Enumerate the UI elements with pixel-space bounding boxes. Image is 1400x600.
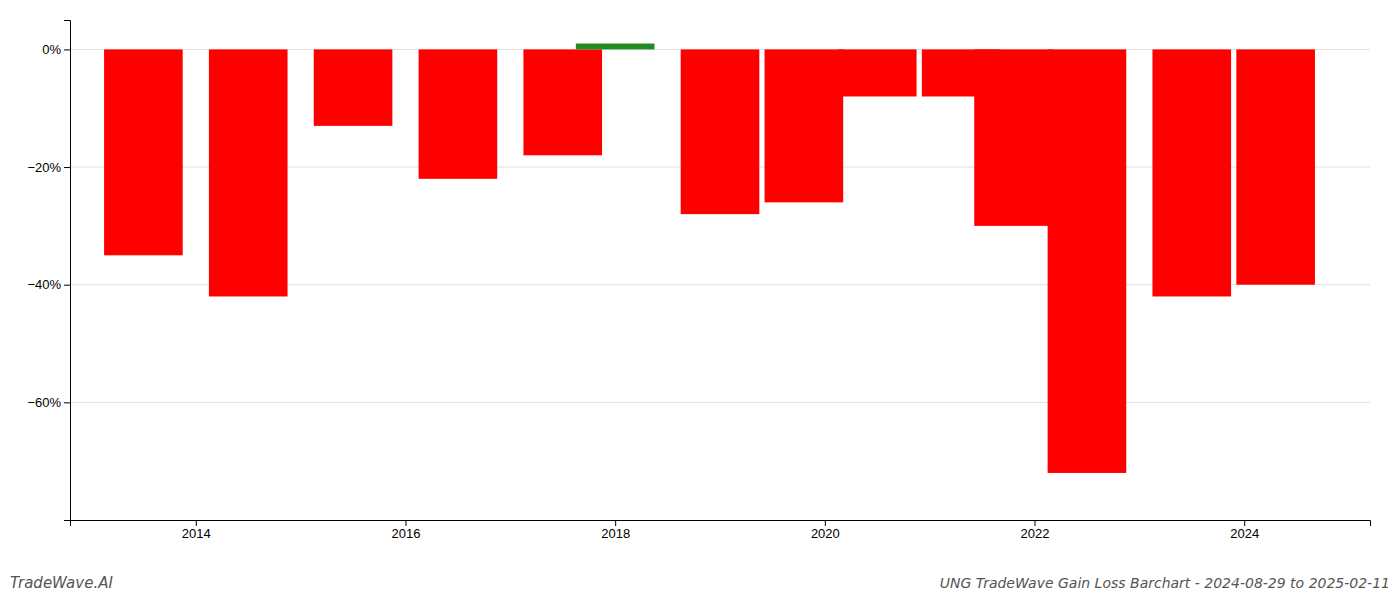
bar: [1048, 49, 1127, 473]
y-tick: −40%: [27, 277, 70, 292]
x-tick: 2016: [392, 520, 421, 541]
y-tick-mark: [64, 285, 70, 286]
x-tick-mark: [1244, 520, 1245, 526]
x-tick: 2020: [811, 520, 840, 541]
y-tick-mark: [64, 49, 70, 50]
bar: [1152, 49, 1231, 296]
y-tick: −60%: [27, 395, 70, 410]
y-tick: −20%: [27, 160, 70, 175]
x-tick-label: 2014: [182, 526, 211, 541]
x-tick-label: 2018: [601, 526, 630, 541]
bar: [765, 49, 844, 202]
chart: 0% −20% −40% −60% 2014 2016 2018 2020 2022 2024 Tr…: [0, 0, 1400, 600]
bar: [523, 49, 602, 155]
plot: 0% −20% −40% −60% 2014 2016 2018 2020 2022 2024: [27, 21, 1370, 542]
y-axis-line: [64, 21, 71, 521]
grid: [70, 49, 1370, 402]
x-tick-label: 2022: [1021, 526, 1050, 541]
x-tick-mark: [196, 520, 197, 526]
y-tick-mark: [64, 167, 70, 168]
y-tick-label: −40%: [27, 277, 61, 292]
x-tick: 2014: [182, 520, 211, 541]
bar: [576, 44, 655, 50]
x-tick-mark: [615, 520, 616, 526]
x-tick: 2018: [601, 520, 630, 541]
x-tick: 2024: [1230, 520, 1259, 541]
x-axis: 2014 2016 2018 2020 2022 2024: [71, 520, 1371, 541]
bar: [974, 49, 1053, 225]
y-tick-mark: [64, 402, 70, 403]
x-tick-mark: [1035, 520, 1036, 526]
x-tick-label: 2020: [811, 526, 840, 541]
bar: [104, 49, 183, 255]
y-tick-label: −60%: [27, 395, 61, 410]
y-tick: 0%: [42, 42, 70, 57]
watermark: TradeWave.AI: [10, 574, 113, 592]
x-tick-mark: [825, 520, 826, 526]
y-axis: 0% −20% −40% −60%: [27, 21, 70, 521]
y-tick-label: 0%: [42, 42, 61, 57]
y-tick-label: −20%: [27, 160, 61, 175]
x-tick-label: 2024: [1230, 526, 1259, 541]
bar: [1236, 49, 1315, 284]
x-axis-line: [71, 521, 1371, 527]
bar: [314, 49, 393, 125]
title: UNG TradeWave Gain Loss Barchart - 2024-…: [940, 575, 1390, 591]
bar: [681, 49, 760, 214]
bar: [838, 49, 917, 96]
x-tick-label: 2016: [392, 526, 421, 541]
x-tick-mark: [405, 520, 406, 526]
bars: [104, 44, 1315, 473]
bar: [209, 49, 288, 296]
bar: [419, 49, 498, 178]
x-tick: 2022: [1021, 520, 1050, 541]
grid-line: [70, 402, 1370, 403]
